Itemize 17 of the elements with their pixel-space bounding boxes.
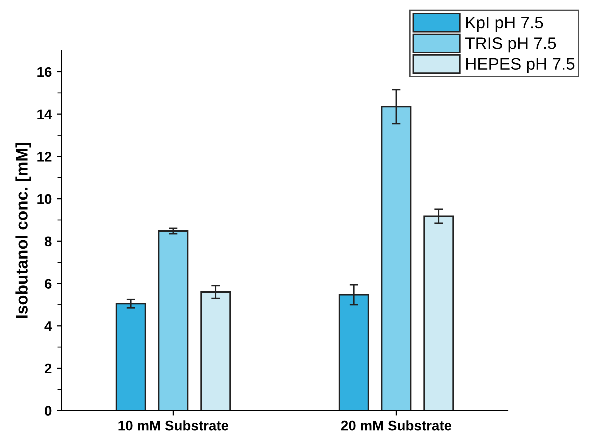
y-tick-label: 8 <box>44 236 52 247</box>
legend-label: KpI pH 7.5 <box>466 17 544 32</box>
y-tick-label: 2 <box>44 364 52 374</box>
y-tick-label: 10 <box>38 194 52 204</box>
legend-label: HEPES pH 7.5 <box>466 58 575 74</box>
y-tick-label: 14 <box>38 110 52 120</box>
bar <box>116 303 146 411</box>
y-tick-label: 6 <box>45 279 52 289</box>
legend-label: TRIS pH 7.5 <box>466 38 556 53</box>
bar <box>158 230 189 411</box>
y-tick-label: 4 <box>44 322 52 332</box>
y-tick-label: 16 <box>38 67 52 78</box>
x-tick-label: 20 mM Substrate <box>341 420 452 431</box>
y-tick-label: 0 <box>45 406 52 416</box>
x-tick-label: 10 mM Substrate <box>118 420 229 431</box>
y-axis-title: Isobutanol conc. [mM] <box>16 143 32 318</box>
y-tick-label: 12 <box>38 152 52 162</box>
